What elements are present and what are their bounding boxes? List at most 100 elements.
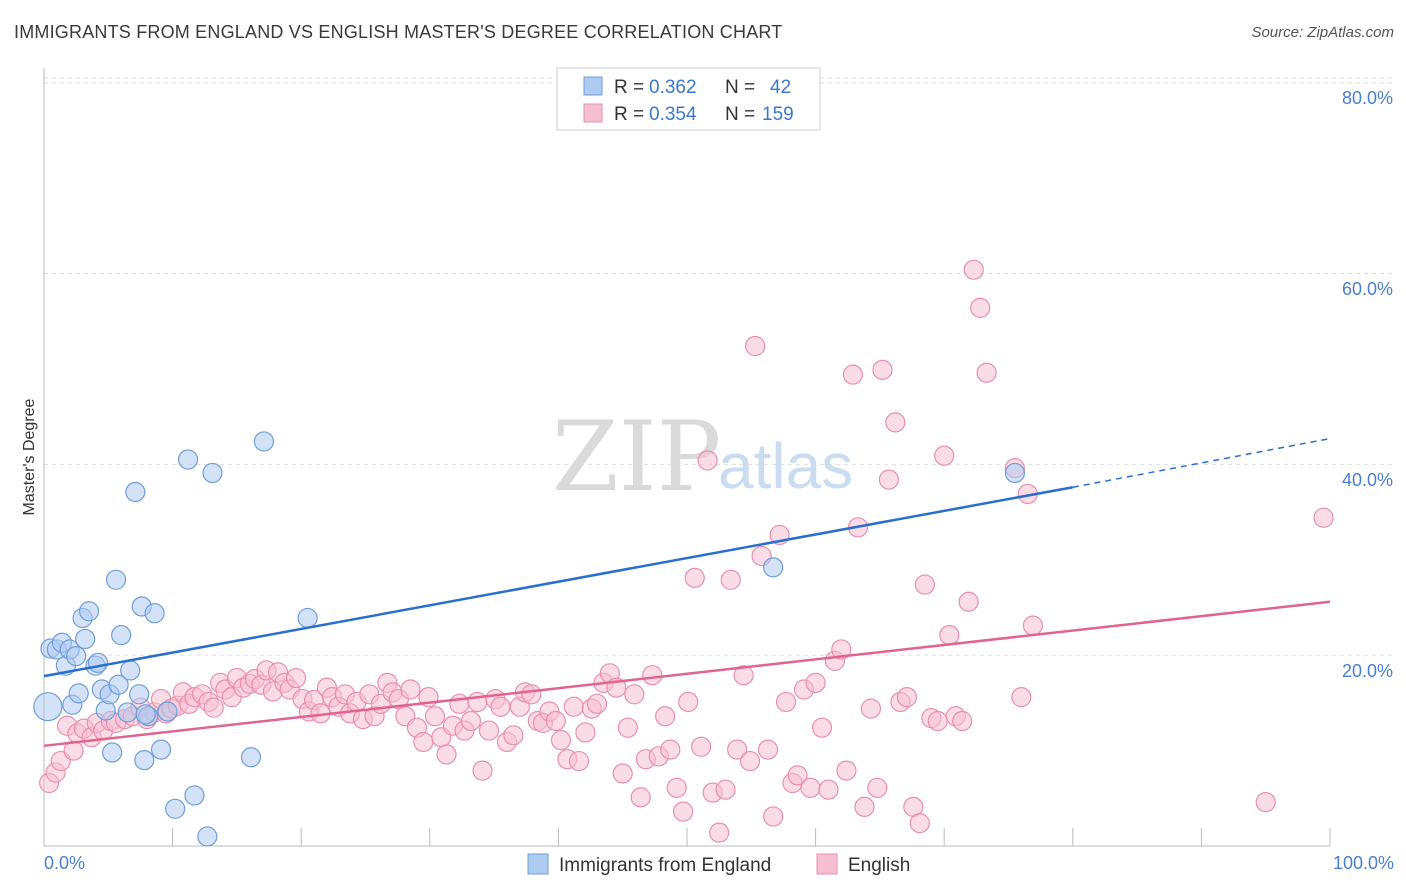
immigrants-point-19 xyxy=(108,674,129,695)
x-tick-label-max: 100.0% xyxy=(1333,853,1394,873)
english-point-150 xyxy=(952,710,973,732)
english-point-121 xyxy=(775,691,797,713)
immigrants-point-36 xyxy=(240,747,262,768)
series-legend-swatch-blue xyxy=(527,853,549,875)
english-point-134 xyxy=(854,796,875,817)
immigrants-point-22 xyxy=(120,660,141,681)
english-point-90 xyxy=(586,693,608,714)
immigrants-point-7 xyxy=(66,646,87,667)
english-point-126 xyxy=(805,672,826,693)
immigrants-point-10 xyxy=(75,628,96,650)
english-point-153 xyxy=(970,297,991,318)
stats-n-label-2: N = xyxy=(725,104,755,125)
stats-r-value-1: 0.362 xyxy=(649,77,697,98)
stats-r-value-2: 0.354 xyxy=(649,104,697,125)
immigrants-point-31 xyxy=(165,798,186,819)
english-point-131 xyxy=(836,760,857,781)
axes-layer xyxy=(43,68,1331,847)
immigrants-point-28 xyxy=(144,603,165,624)
y-tick-labels: 20.0% 40.0% 60.0% 80.0% xyxy=(1342,88,1393,681)
immigrants-point-24 xyxy=(129,684,150,705)
english-point-86 xyxy=(563,696,584,717)
english-point-99 xyxy=(642,665,663,686)
y-tick-label-20: 20.0% xyxy=(1342,661,1393,681)
english-point-84 xyxy=(550,729,572,751)
english-point-103 xyxy=(666,777,687,798)
stats-n-value-1: 42 xyxy=(770,77,791,98)
english-point-67 xyxy=(449,693,470,714)
english-point-119 xyxy=(763,806,784,827)
english-point-116 xyxy=(745,335,766,357)
english-point-152 xyxy=(963,259,984,280)
immigrants-point-26 xyxy=(134,750,155,771)
english-point-40 xyxy=(285,667,307,689)
watermark-atlas: atlas xyxy=(718,430,853,502)
english-point-144 xyxy=(914,574,936,595)
english-point-69 xyxy=(460,710,482,732)
immigrants-trend-extension xyxy=(1072,437,1331,488)
english-point-143 xyxy=(909,813,930,834)
y-tick-label-80: 80.0% xyxy=(1342,88,1393,108)
english-point-151 xyxy=(958,591,979,612)
english-point-104 xyxy=(673,801,694,822)
immigrants-point-33 xyxy=(184,785,205,806)
english-point-59 xyxy=(400,679,421,700)
english-point-96 xyxy=(624,684,645,705)
english-point-147 xyxy=(934,445,955,466)
english-trend-line xyxy=(43,600,1331,748)
english-point-61 xyxy=(413,731,434,753)
immigrants-point-23 xyxy=(125,481,146,503)
english-point-101 xyxy=(655,706,676,727)
english-point-88 xyxy=(575,722,596,743)
english-point-26 xyxy=(203,697,224,718)
immigrants-point-41 xyxy=(135,704,156,725)
english-point-107 xyxy=(691,736,712,757)
english-point-135 xyxy=(860,698,881,719)
immigrants-point-40 xyxy=(1004,462,1026,484)
english-point-95 xyxy=(617,717,638,738)
english-point-83 xyxy=(545,710,566,732)
immigrants-point-30 xyxy=(157,701,178,722)
immigrants-point-20 xyxy=(111,625,132,646)
english-point-106 xyxy=(684,567,705,588)
english-point-123 xyxy=(787,765,808,786)
immigrants-point-0 xyxy=(33,692,63,722)
stats-n-value-2: 159 xyxy=(762,104,794,125)
immigrants-point-21 xyxy=(117,702,138,723)
english-point-125 xyxy=(800,777,821,798)
english-point-118 xyxy=(757,739,779,760)
english-point-127 xyxy=(811,717,833,738)
english-point-113 xyxy=(727,739,748,760)
y-axis-label: Master's Degree xyxy=(21,398,38,515)
stats-legend: R = 0.362 N = 42 R = 0.354 N = 159 xyxy=(556,67,821,131)
immigrants-point-37 xyxy=(253,431,275,452)
english-point-132 xyxy=(842,364,863,385)
stats-n-label-1: N = xyxy=(725,77,755,98)
english-point-115 xyxy=(739,750,761,772)
y-tick-label-60: 60.0% xyxy=(1342,279,1393,299)
grid-layer xyxy=(44,77,1394,656)
series-legend-label-pink: English xyxy=(848,855,910,876)
english-point-136 xyxy=(867,777,888,798)
x-tick-label-min: 0.0% xyxy=(44,853,85,873)
english-point-160 xyxy=(1313,507,1334,528)
english-point-137 xyxy=(872,359,893,380)
english-point-130 xyxy=(831,639,852,660)
immigrants-trend-line xyxy=(43,486,1074,678)
series-legend-label-blue: Immigrants from England xyxy=(559,855,771,876)
english-point-72 xyxy=(478,720,500,741)
english-point-76 xyxy=(503,725,524,746)
english-point-79 xyxy=(521,684,542,705)
english-points xyxy=(39,259,1334,843)
english-point-139 xyxy=(885,412,906,433)
english-point-158 xyxy=(1022,615,1044,636)
english-point-94 xyxy=(612,763,633,784)
english-point-138 xyxy=(878,469,900,490)
english-point-159 xyxy=(1255,792,1276,813)
watermark-zip: ZIP xyxy=(552,401,721,513)
immigrants-point-29 xyxy=(150,739,172,760)
english-point-108 xyxy=(697,450,718,471)
english-point-112 xyxy=(720,569,741,590)
english-point-128 xyxy=(818,779,839,800)
